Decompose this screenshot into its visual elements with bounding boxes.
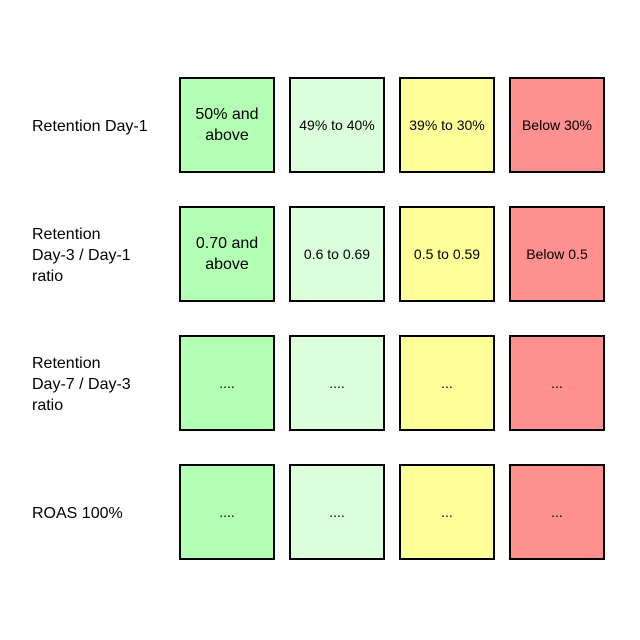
cell-roas-tier1: .... [179,464,275,560]
cell-text: 50% and above [195,106,259,144]
cell-ratio-d3-d1-tier2: 0.6 to 0.69 [289,206,385,302]
cell-text: ... [441,504,453,520]
cell-text: 0.70 and above [195,235,259,273]
cell-text: ... [551,504,563,520]
cell-text: Below 0.5 [526,246,588,262]
row-label-retention-day7-day3: Retention Day-7 / Day-3 ratio [32,354,131,414]
cell-retention-day1-tier1: 50% and above [179,77,275,173]
cell-retention-day1-tier4: Below 30% [509,77,605,173]
cell-roas-tier2: .... [289,464,385,560]
cell-ratio-d7-d3-tier4: ... [509,335,605,431]
cell-text: .... [329,504,345,520]
cell-text: Below 30% [521,117,593,133]
cell-roas-tier4: ... [509,464,605,560]
cell-retention-day1-tier2: 49% to 40% [289,77,385,173]
row-label-retention-day3-day1: Retention Day-3 / Day-1 ratio [32,225,131,285]
cell-text: ... [551,375,563,391]
cell-roas-tier3: ... [399,464,495,560]
cell-ratio-d7-d3-tier1: .... [179,335,275,431]
cell-text: 49% to 40% [299,117,375,133]
row-label-retention-day1: Retention Day-1 [32,117,148,135]
cell-text: .... [219,375,235,391]
cell-text: .... [219,504,235,520]
cell-ratio-d3-d1-tier1: 0.70 and above [179,206,275,302]
cell-ratio-d3-d1-tier4: Below 0.5 [509,206,605,302]
cell-ratio-d7-d3-tier2: .... [289,335,385,431]
cell-text: .... [329,375,345,391]
cell-ratio-d3-d1-tier3: 0.5 to 0.59 [399,206,495,302]
cell-text: 0.6 to 0.69 [303,246,371,262]
cell-ratio-d7-d3-tier3: ... [399,335,495,431]
cell-text: ... [441,375,453,391]
cell-text: 0.5 to 0.59 [413,246,481,262]
row-label-roas-100: ROAS 100% [32,504,123,522]
cell-retention-day1-tier3: 39% to 30% [399,77,495,173]
cell-text: 39% to 30% [409,117,485,133]
